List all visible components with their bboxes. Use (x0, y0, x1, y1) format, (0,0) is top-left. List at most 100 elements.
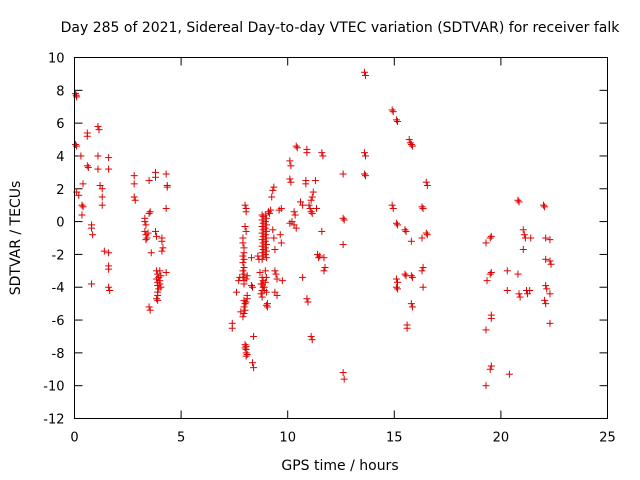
data-point (340, 375, 348, 383)
data-point (503, 267, 511, 275)
data-point (250, 332, 258, 340)
data-point (106, 287, 114, 295)
y-tick-label: -12 (43, 413, 64, 428)
x-axis-label: GPS time / hours (281, 458, 398, 474)
data-point (307, 208, 315, 216)
x-axis: 0 5 10 15 20 25 (70, 57, 616, 446)
data-point (269, 186, 277, 194)
data-point (303, 149, 311, 157)
data-point (320, 267, 328, 275)
x-tick-label: 5 (177, 431, 185, 446)
data-point (360, 68, 368, 76)
data-point (243, 272, 251, 280)
data-point (83, 162, 91, 170)
y-tick-label: 2 (56, 183, 64, 198)
data-point (516, 293, 524, 301)
data-point (242, 298, 250, 306)
data-point (131, 196, 139, 204)
plot-frame (74, 57, 608, 419)
data-point (388, 106, 396, 114)
data-point (258, 229, 266, 237)
data-point (242, 352, 250, 360)
data-point (105, 249, 113, 257)
data-point (241, 344, 249, 352)
data-point (515, 290, 523, 298)
data-point (157, 272, 165, 280)
data-point (388, 201, 396, 209)
data-point (419, 264, 427, 272)
data-point (486, 365, 494, 373)
data-point (162, 268, 170, 276)
data-point (340, 216, 348, 224)
data-point (240, 264, 248, 272)
data-point (303, 295, 311, 303)
data-point (407, 237, 415, 245)
data-point (241, 306, 249, 314)
data-point (270, 234, 278, 242)
data-point (418, 234, 426, 242)
y-tick-label: -10 (43, 380, 64, 395)
data-point (162, 170, 170, 178)
data-point (339, 369, 347, 377)
data-point (240, 249, 248, 257)
data-point (515, 198, 523, 206)
data-point (240, 270, 248, 278)
data-point (362, 72, 370, 80)
y-tick-label: 10 (48, 52, 65, 67)
data-point (266, 209, 274, 217)
data-point (258, 236, 266, 244)
data-point (261, 231, 269, 239)
data-point (401, 226, 409, 234)
data-point (339, 241, 347, 249)
data-point (277, 204, 285, 212)
data-point (269, 226, 277, 234)
data-point (145, 209, 153, 217)
data-point (482, 326, 490, 334)
data-point (393, 285, 401, 293)
data-point (360, 170, 368, 178)
data-point (94, 122, 102, 130)
data-point (302, 180, 310, 188)
data-point (542, 300, 550, 308)
data-point (389, 108, 397, 116)
data-point (262, 221, 270, 229)
data-point (546, 319, 554, 327)
data-point (153, 295, 161, 303)
data-point (243, 295, 251, 303)
data-point (262, 234, 270, 242)
data-point (105, 154, 113, 162)
data-point (154, 296, 162, 304)
data-point (519, 226, 527, 234)
data-point (130, 172, 138, 180)
data-point (271, 245, 279, 253)
data-point (72, 140, 80, 148)
data-point (261, 224, 269, 232)
data-point (423, 181, 431, 189)
data-point (290, 208, 298, 216)
x-tick-label: 25 (599, 431, 616, 446)
data-point (158, 247, 166, 255)
data-point (260, 283, 268, 291)
data-point (307, 196, 315, 204)
data-point (145, 303, 153, 311)
data-point (305, 201, 313, 209)
data-point (94, 152, 102, 160)
y-tick-label: 8 (56, 84, 64, 99)
data-point (299, 201, 307, 209)
data-point (88, 224, 96, 232)
data-point (272, 270, 280, 278)
data-point (541, 203, 549, 211)
data-point (162, 204, 170, 212)
data-point (503, 287, 511, 295)
data-point (486, 234, 494, 242)
data-point (487, 268, 495, 276)
data-point (316, 252, 324, 260)
data-point (88, 280, 96, 288)
data-point (242, 208, 250, 216)
data-point (241, 223, 249, 231)
data-point (308, 193, 316, 201)
data-point (286, 157, 294, 165)
data-point (291, 211, 299, 219)
data-point (292, 224, 300, 232)
data-point (239, 267, 247, 275)
